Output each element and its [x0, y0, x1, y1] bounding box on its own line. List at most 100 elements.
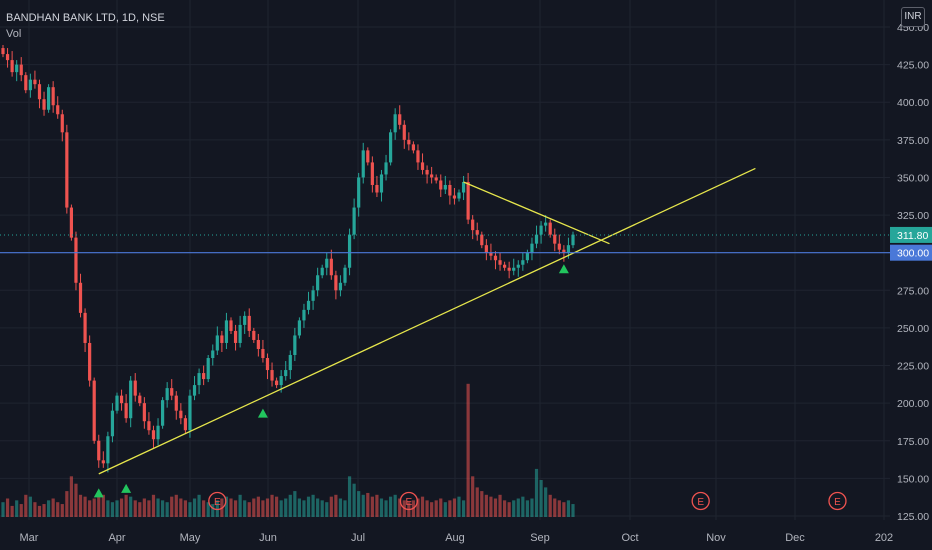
earnings-icon[interactable]: E: [691, 491, 710, 511]
candle-body: [448, 184, 452, 196]
volume-bar: [10, 505, 14, 517]
candle-body: [15, 64, 19, 73]
candle-body: [411, 144, 415, 151]
candle-body: [530, 243, 534, 253]
volume-bar: [215, 500, 219, 517]
candle-body: [389, 132, 393, 163]
candle-body: [220, 335, 224, 343]
candle-body: [161, 400, 165, 426]
candle-body: [443, 184, 447, 190]
candle-body: [507, 267, 511, 271]
candle-body: [338, 282, 343, 291]
volume-bar: [161, 500, 165, 517]
volume-bar: [439, 498, 443, 517]
candle-body: [311, 290, 315, 301]
candle-body: [202, 373, 206, 380]
price-axis[interactable]: 450.00425.00400.00375.00350.00325.00300.…: [890, 0, 932, 550]
candle-body: [69, 207, 73, 238]
volume-bar: [521, 496, 525, 517]
up-arrow-icon: [558, 264, 569, 274]
volume-bar: [553, 498, 557, 517]
price-tick-label: 400.00: [897, 97, 929, 109]
candle-body: [452, 195, 457, 199]
trendlines: [0, 167, 890, 475]
time-tick-label: Sep: [530, 532, 550, 544]
volume-bar: [416, 498, 420, 517]
volume-bar: [311, 494, 315, 517]
earnings-icon[interactable]: E: [828, 491, 847, 511]
candle-body: [83, 312, 87, 343]
volume-bar: [147, 500, 151, 517]
volume-bar: [489, 496, 493, 517]
volume-bar: [347, 476, 352, 517]
time-axis[interactable]: Mar Apr May Jun Jul Aug Sep Oct Nov Dec 202: [20, 532, 894, 544]
up-arrow-icon: [257, 408, 268, 418]
candle-body: [461, 181, 466, 193]
volume-bar: [56, 502, 60, 517]
candle-body: [256, 339, 260, 349]
candle-body: [106, 436, 110, 464]
candlestick-series: [1, 45, 575, 473]
trendline: [463, 181, 610, 245]
candle-body: [366, 150, 370, 163]
candle-body: [548, 222, 552, 235]
candle-body: [370, 162, 374, 185]
volume-bar: [101, 494, 105, 517]
volume-bar: [329, 496, 333, 517]
candle-body: [97, 440, 101, 461]
price-tick-label: 150.00: [897, 473, 929, 485]
candle-body: [270, 370, 274, 381]
volume-bar: [334, 494, 338, 517]
volume-bar: [129, 496, 133, 517]
volume-label[interactable]: Vol: [6, 28, 22, 40]
candle-body: [557, 243, 561, 250]
volume-bar: [188, 502, 192, 517]
horizontal-line-label: 300.00: [897, 248, 929, 260]
candle-body: [566, 245, 571, 253]
candle-body: [284, 370, 288, 377]
candle-body: [188, 395, 192, 431]
candle-body: [407, 139, 411, 145]
candle-body: [229, 320, 233, 331]
volume-bar: [279, 500, 283, 517]
price-tick-label: 175.00: [897, 436, 929, 448]
volume-bar: [434, 500, 438, 517]
earnings-icon[interactable]: E: [399, 491, 418, 511]
volume-bar: [37, 505, 42, 517]
symbol-title[interactable]: BANDHAN BANK LTD, 1D, NSE: [6, 12, 165, 24]
candle-body: [174, 395, 178, 411]
volume-bar: [15, 500, 19, 517]
candle-body: [425, 169, 429, 175]
candle-body: [516, 264, 520, 268]
currency-button[interactable]: INR: [901, 7, 925, 27]
volume-bar: [165, 502, 169, 517]
volume-bar: [247, 502, 251, 517]
candle-body: [252, 330, 256, 340]
candle-body: [5, 54, 10, 61]
candle-body: [402, 124, 406, 140]
time-tick-label: Aug: [445, 532, 465, 544]
time-tick-label: Dec: [785, 532, 805, 544]
candle-body: [110, 410, 115, 437]
earnings-icon[interactable]: E: [208, 491, 227, 511]
candle-body: [430, 174, 434, 178]
volume-bar: [466, 383, 470, 517]
candle-body: [302, 309, 306, 321]
volume-bar: [393, 494, 397, 517]
earnings-label: E: [834, 497, 841, 508]
candle-body: [265, 358, 270, 371]
candle-body: [534, 234, 539, 244]
volume-bar: [119, 498, 124, 517]
volume-bar: [202, 500, 206, 517]
volume-bar: [229, 498, 233, 517]
candle-body: [19, 64, 23, 76]
candle-body: [165, 388, 169, 401]
price-tick-label: 375.00: [897, 135, 929, 147]
earnings-circle: [691, 491, 710, 511]
volume-bar: [142, 498, 146, 517]
volume-bar: [47, 500, 51, 517]
candle-body: [37, 84, 42, 100]
candle-body: [170, 388, 174, 396]
